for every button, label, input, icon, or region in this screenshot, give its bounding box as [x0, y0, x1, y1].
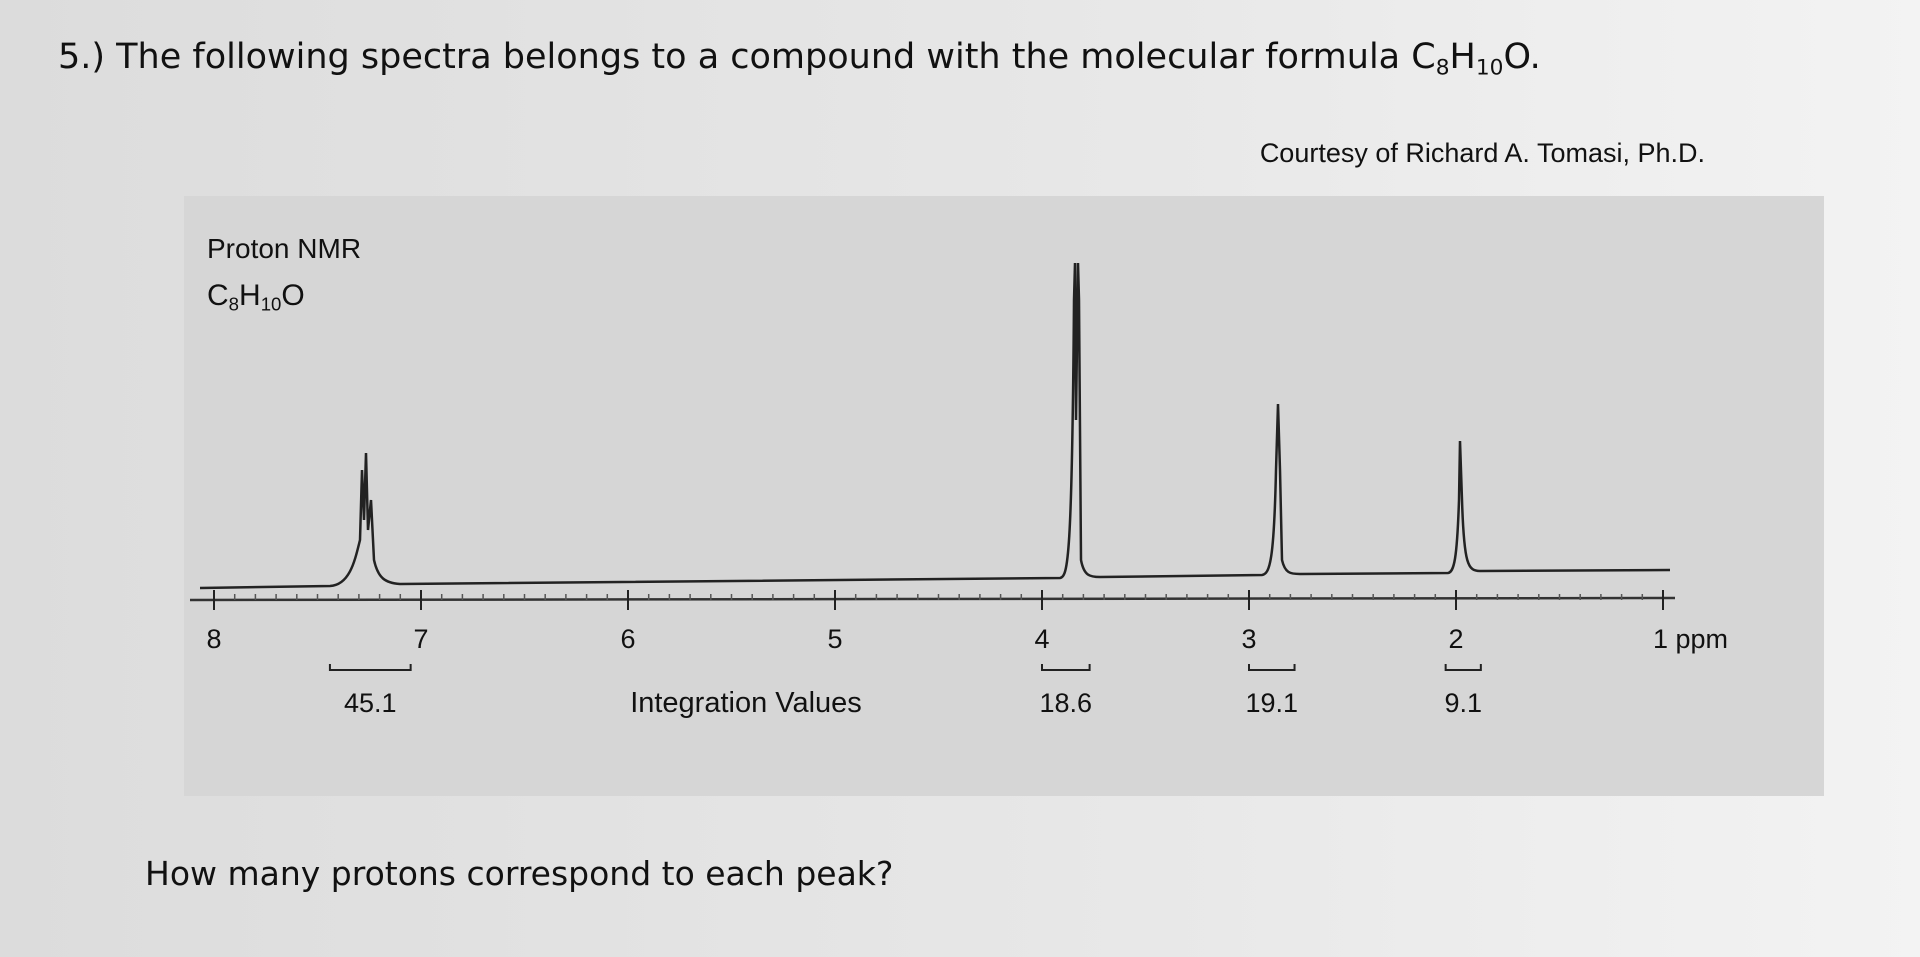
spectrum-title: Proton NMR — [207, 233, 361, 264]
x-tick-label: 3 — [1241, 624, 1256, 654]
spectrum-panel — [184, 196, 1824, 796]
integral-value: 45.1 — [344, 688, 397, 718]
integral-value: 19.1 — [1245, 688, 1298, 718]
integral-bracket — [1248, 664, 1296, 671]
x-tick-label: 4 — [1034, 624, 1049, 654]
credit: Courtesy of Richard A. Tomasi, Ph.D. — [1260, 138, 1705, 168]
formula-element: O — [281, 279, 304, 312]
x-tick-label: 8 — [206, 624, 221, 654]
formula-element: C — [207, 279, 229, 312]
question-end: . — [1530, 37, 1541, 77]
axis-group: 8 7 6 5 4 3 2 1 ppm 45.1 18.6 19.1 9.1 — [206, 590, 1728, 718]
formula-subscript: 8 — [1436, 55, 1450, 80]
question: 5.) The following spectra belongs to a c… — [58, 37, 1541, 80]
spectrum-trace — [199, 262, 1671, 590]
integral-bracket — [328, 664, 412, 671]
prompt: How many protons correspond to each peak… — [145, 854, 893, 893]
integral-value: 9.1 — [1444, 688, 1482, 718]
formula-element: H — [239, 279, 261, 312]
integration-label: Integration Values — [630, 687, 862, 719]
integral-bracket — [1041, 664, 1091, 671]
spectrum-formula: C8H10O — [207, 279, 305, 314]
formula-subscript: 10 — [261, 293, 282, 314]
x-tick-label: 5 — [827, 624, 842, 654]
x-tick-label: 2 — [1448, 624, 1463, 654]
question-text: 5.) The following spectra belongs to a c… — [58, 37, 1411, 77]
formula-subscript: 10 — [1476, 55, 1504, 80]
x-tick-label: 1 ppm — [1653, 624, 1728, 654]
formula-element: O — [1503, 37, 1529, 77]
x-tick-label: 6 — [620, 624, 635, 654]
formula-element: C — [1411, 37, 1435, 77]
formula-element: H — [1450, 37, 1476, 77]
integral-bracket — [1444, 664, 1482, 671]
formula-subscript: 8 — [229, 293, 239, 314]
x-axis — [189, 596, 1676, 602]
integral-value: 18.6 — [1040, 688, 1093, 718]
x-tick-label: 7 — [413, 624, 428, 654]
